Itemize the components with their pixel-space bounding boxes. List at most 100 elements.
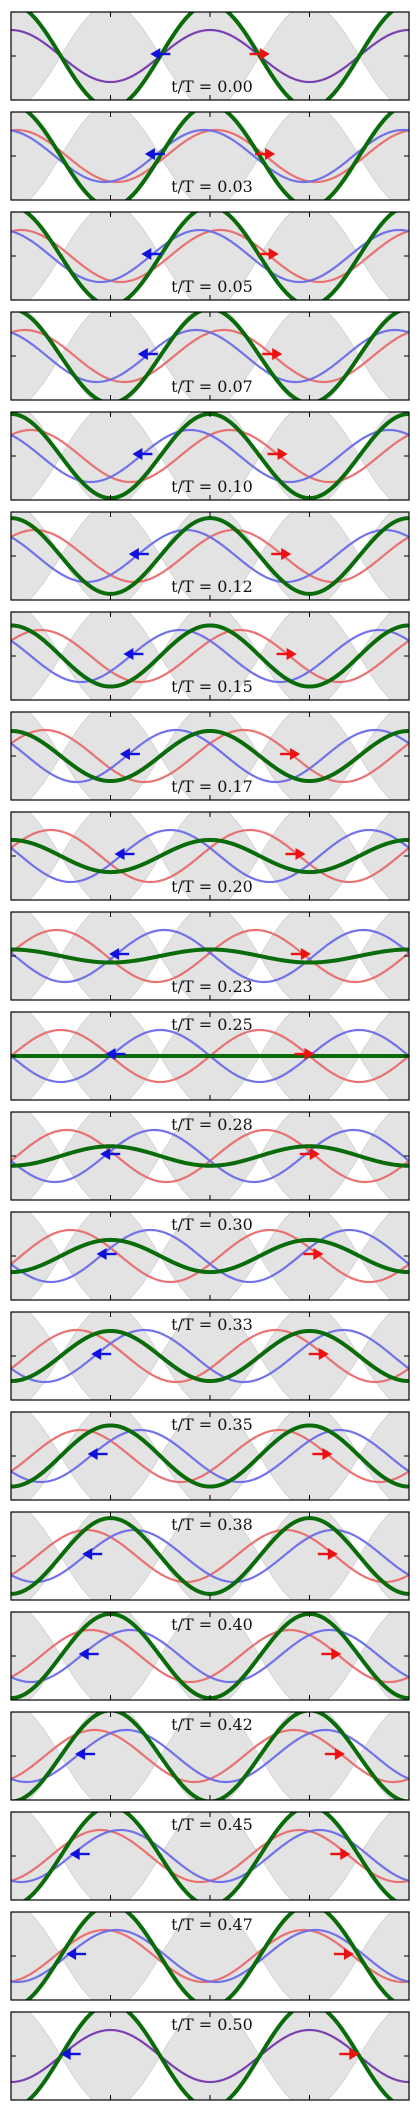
time-label: t/T = 0.42: [171, 1715, 253, 1734]
wave-panel: t/T = 0.15: [10, 611, 410, 701]
left-moving-wave-curve: [11, 628, 409, 684]
panel-plot-area: [11, 712, 409, 800]
right-arrow-icon: [277, 448, 288, 460]
right-arrow-icon: [313, 1248, 324, 1260]
left-arrow-icon: [137, 348, 148, 360]
left-arrow-icon: [78, 1648, 89, 1660]
wave-panel: t/T = 0.45: [10, 1811, 410, 1901]
wave-panel: t/T = 0.50: [10, 2011, 410, 2101]
wave-panel: t/T = 0.07: [10, 311, 410, 401]
left-arrow-icon: [105, 1048, 116, 1060]
left-arrow-icon: [69, 1848, 80, 1860]
right-arrow-icon: [309, 1148, 320, 1160]
wave-panel: t/T = 0.05: [10, 211, 410, 301]
left-moving-wave-curve: [11, 928, 409, 984]
right-arrow-icon: [327, 1548, 338, 1560]
wave-panel: t/T = 0.30: [10, 1211, 410, 1301]
standing-wave-envelope: [11, 812, 409, 900]
time-label: t/T = 0.47: [171, 1915, 253, 1934]
standing-wave-envelope: [11, 912, 409, 1000]
superposition-curve: [11, 1328, 409, 1384]
wave-panel: t/T = 0.42: [10, 1711, 410, 1801]
time-label: t/T = 0.33: [171, 1315, 253, 1334]
left-arrow-icon: [119, 748, 130, 760]
time-label: t/T = 0.28: [171, 1115, 253, 1134]
right-arrow-icon: [272, 348, 283, 360]
time-label: t/T = 0.38: [171, 1515, 253, 1534]
time-label: t/T = 0.07: [171, 377, 253, 396]
time-label: t/T = 0.10: [171, 477, 253, 496]
time-label: t/T = 0.45: [171, 1815, 253, 1834]
panel-plot-area: [11, 1512, 409, 1600]
wave-panel: t/T = 0.12: [10, 511, 410, 601]
right-arrow-icon: [318, 1348, 329, 1360]
left-moving-wave-curve: [11, 1928, 409, 1984]
left-moving-wave-curve: [11, 1228, 409, 1284]
panel-plot-area: [11, 1912, 409, 2000]
panel-plot-area: [11, 1412, 409, 1500]
superposition-curve: [11, 947, 409, 965]
superposition-curve: [11, 1712, 409, 1800]
right-arrow-icon: [286, 648, 297, 660]
wave-panel: t/T = 0.10: [10, 411, 410, 501]
panel-plot-area: [11, 1312, 409, 1400]
wave-panel: t/T = 0.40: [10, 1611, 410, 1701]
time-label: t/T = 0.15: [171, 677, 253, 696]
panel-plot-area: [11, 1212, 409, 1300]
superposition-curve: [25, 2012, 395, 2100]
wave-panel: t/T = 0.38: [10, 1511, 410, 1601]
wave-panel: t/T = 0.35: [10, 1411, 410, 1501]
time-label: t/T = 0.12: [171, 577, 253, 596]
overlapping-components-curve: [11, 2028, 409, 2084]
time-label: t/T = 0.20: [171, 877, 253, 896]
left-moving-wave-curve: [11, 1128, 409, 1184]
wave-panel: t/T = 0.03: [10, 111, 410, 201]
superposition-curve: [11, 1516, 409, 1596]
panel-plot-area: [11, 912, 409, 1000]
left-moving-wave-curve: [11, 1528, 409, 1584]
left-moving-wave-curve: [11, 228, 409, 284]
left-moving-wave-curve: [11, 1428, 409, 1484]
superposition-curve: [22, 212, 398, 300]
superposition-curve: [11, 837, 409, 875]
superposition-curve: [24, 112, 396, 200]
right-arrow-icon: [295, 848, 306, 860]
panel-plot-area: [11, 12, 409, 100]
left-moving-wave-curve: [11, 528, 409, 584]
left-arrow-icon: [109, 948, 120, 960]
left-arrow-icon: [96, 1248, 107, 1260]
wave-panel: t/T = 0.33: [10, 1311, 410, 1401]
right-arrow-icon: [343, 1948, 354, 1960]
wave-panel: t/T = 0.17: [10, 711, 410, 801]
right-arrow-icon: [331, 1648, 342, 1660]
panel-plot-area: [11, 1812, 409, 1900]
wave-panel: t/T = 0.47: [10, 1911, 410, 2001]
right-arrow-icon: [259, 48, 270, 60]
left-arrow-icon: [128, 548, 139, 560]
time-label: t/T = 0.00: [171, 77, 253, 96]
superposition-curve: [22, 1812, 398, 1900]
left-arrow-icon: [82, 1548, 93, 1560]
left-arrow-icon: [123, 648, 134, 660]
panel-plot-area: [11, 212, 409, 300]
left-arrow-icon: [75, 1748, 86, 1760]
superposition-curve: [11, 1144, 409, 1168]
superposition-curve: [25, 12, 395, 100]
wave-panel: t/T = 0.28: [10, 1111, 410, 1201]
left-arrow-icon: [141, 248, 152, 260]
right-arrow-icon: [334, 1748, 345, 1760]
right-arrow-icon: [304, 1048, 315, 1060]
superposition-curve: [11, 516, 409, 596]
superposition-curve: [11, 1237, 409, 1275]
left-arrow-icon: [91, 1348, 102, 1360]
time-label: t/T = 0.25: [171, 1015, 253, 1034]
superposition-curve: [24, 1912, 396, 2000]
left-moving-wave-curve: [11, 1328, 409, 1384]
time-label: t/T = 0.03: [171, 177, 253, 196]
panel-plot-area: [11, 1112, 409, 1200]
panel-plot-area: [11, 112, 409, 200]
right-arrow-icon: [265, 148, 276, 160]
right-arrow-icon: [268, 248, 279, 260]
panel-plot-area: [11, 312, 409, 400]
